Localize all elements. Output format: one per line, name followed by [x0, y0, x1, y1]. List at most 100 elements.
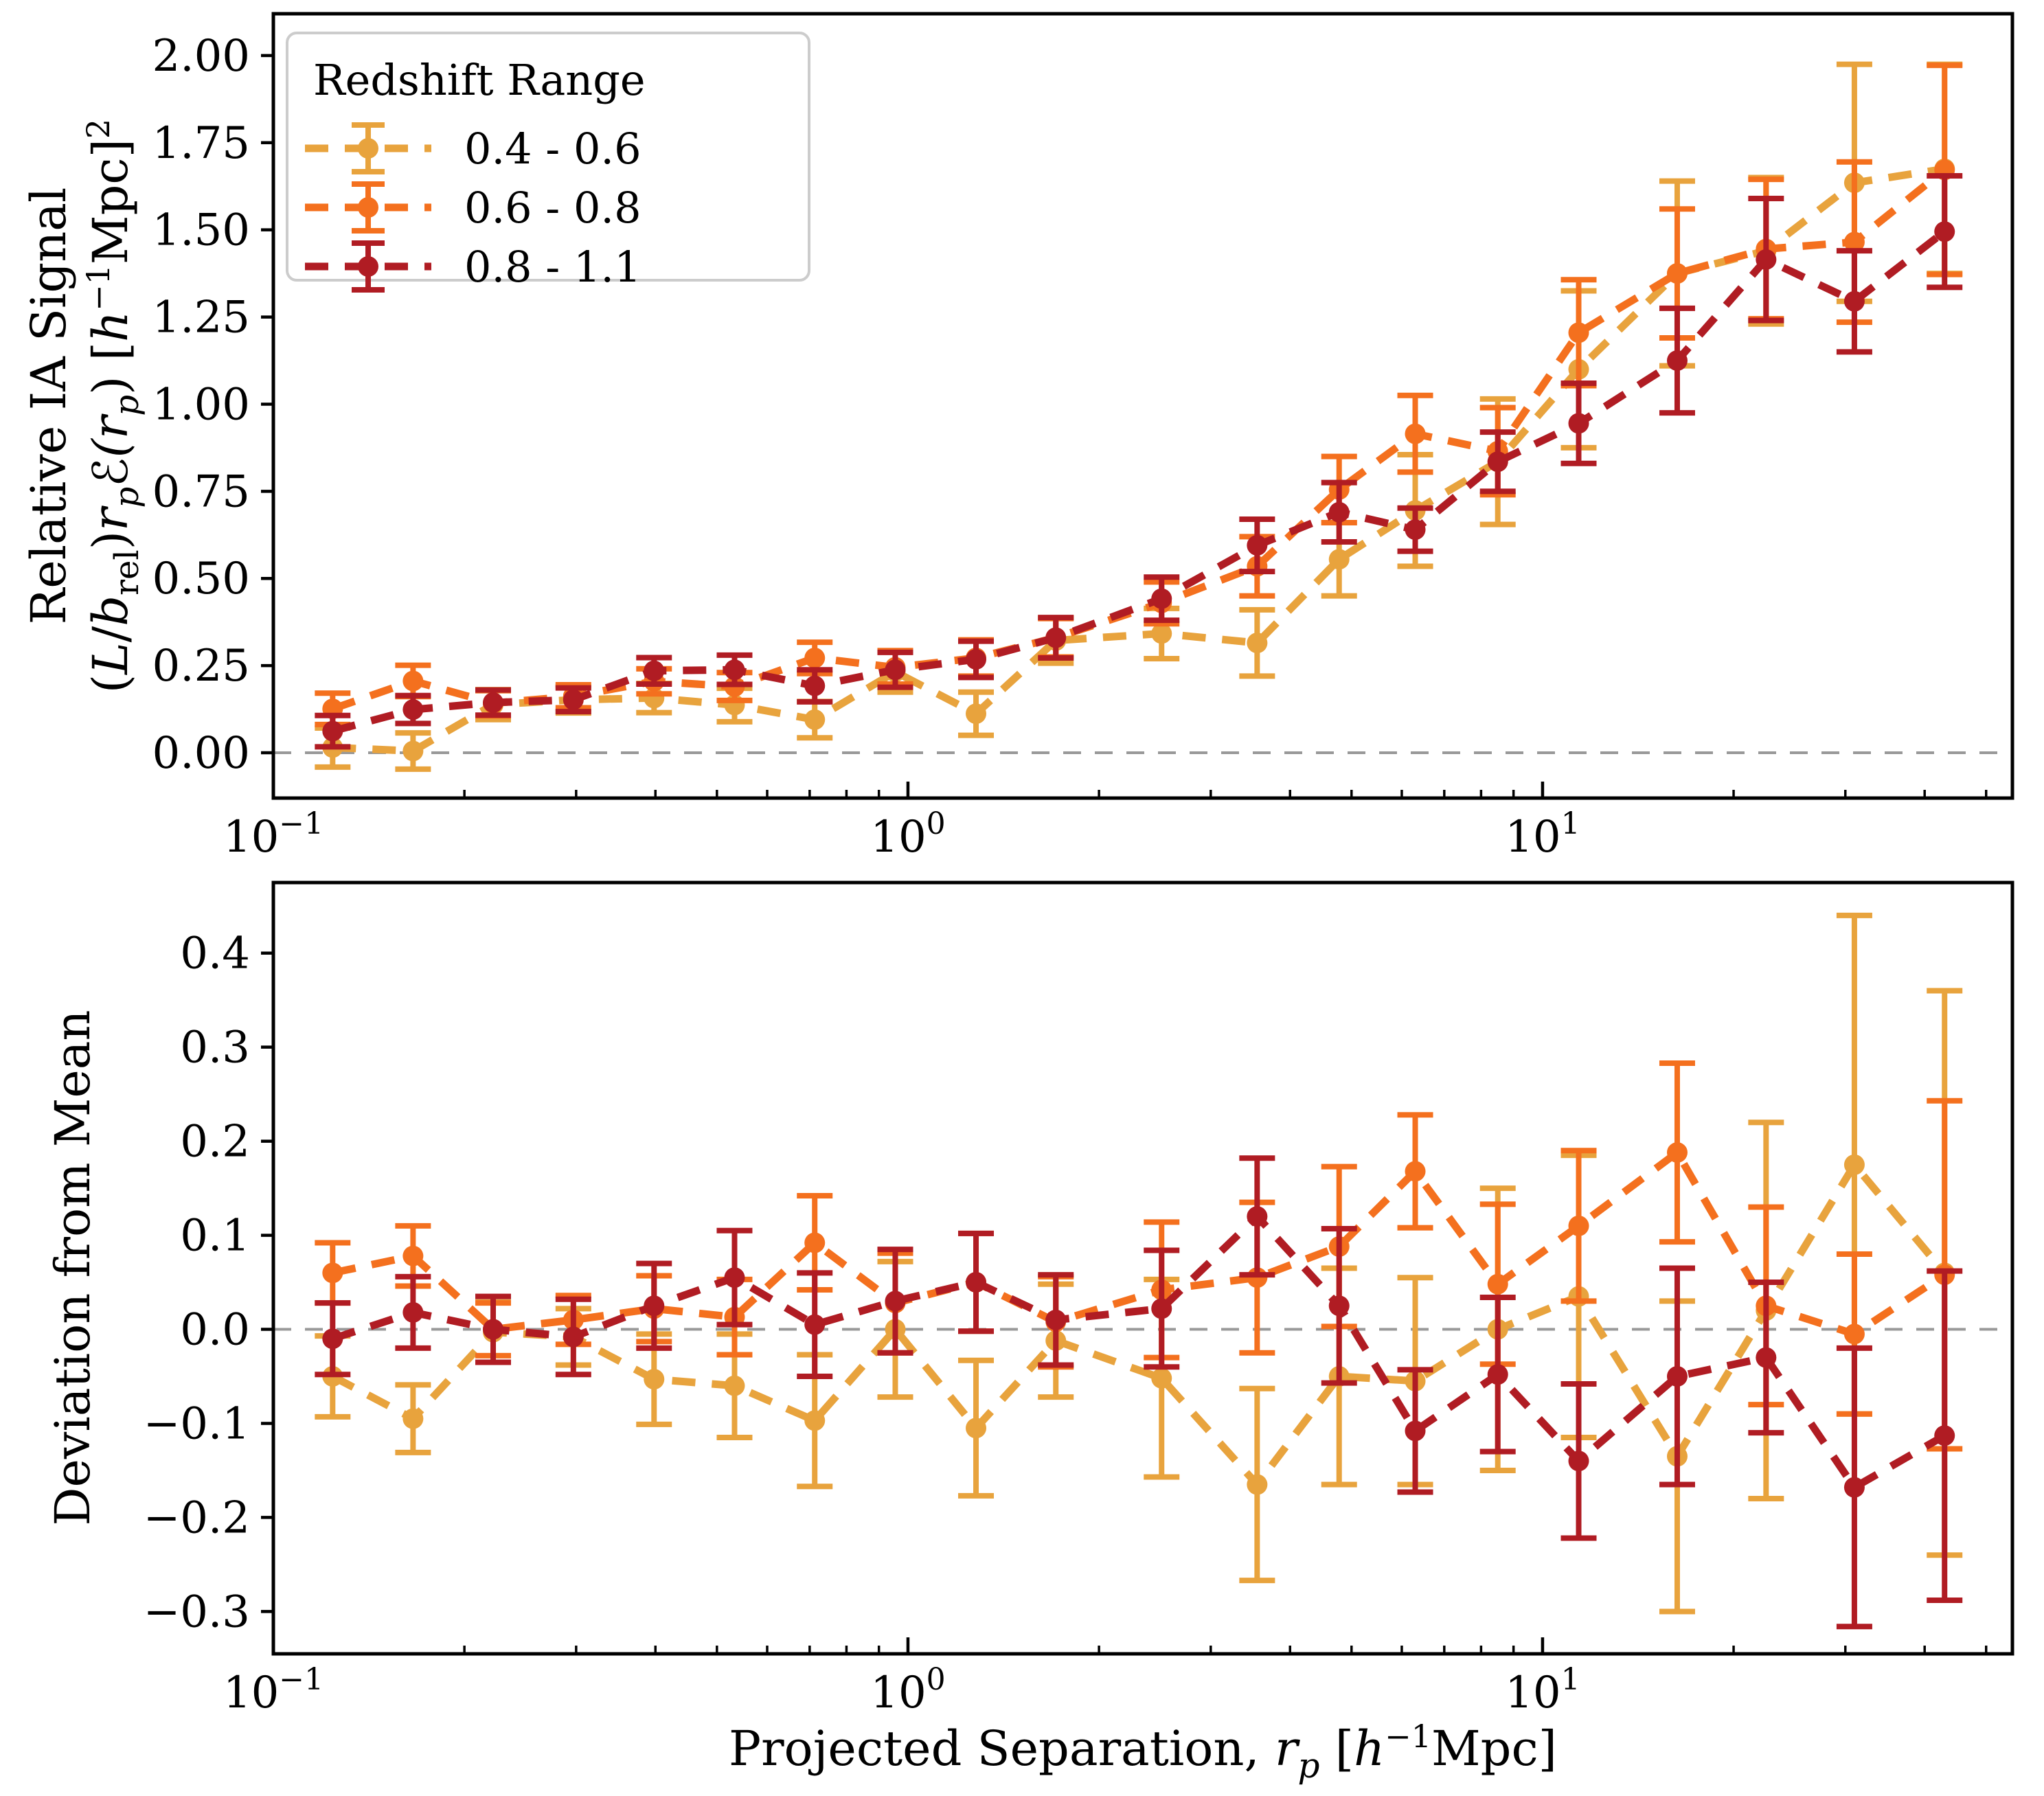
series-line: [332, 165, 1946, 755]
data-point: [804, 1232, 826, 1253]
data-point: [322, 1262, 343, 1284]
data-point: [1405, 423, 1426, 444]
y-tick-label: 0.2: [180, 1117, 250, 1168]
y-tick-label: 1.00: [152, 379, 251, 430]
data-point: [1487, 1364, 1508, 1385]
axis-titles: Relative IA Signal (L/brel)rpℰ(rp) [h−1M…: [21, 119, 1557, 1786]
y-tick-label: 0.50: [152, 554, 251, 604]
data-point: [1328, 1295, 1350, 1317]
top-data-series: [315, 61, 1963, 772]
x-tick-label: 10−1: [223, 806, 323, 863]
data-point: [724, 1267, 745, 1288]
top-ylabel-line2: (L/brel)rpℰ(rp) [h−1Mpc]2: [80, 119, 146, 693]
data-point: [885, 659, 906, 681]
legend-title: Redshift Range: [313, 55, 646, 105]
data-point: [483, 1319, 504, 1340]
legend-entry-3[interactable]: 0.8 - 1.1: [305, 240, 641, 293]
data-point: [1843, 1477, 1865, 1498]
data-point: [1151, 1367, 1172, 1389]
data-point: [966, 1272, 987, 1293]
data-point: [885, 1291, 906, 1312]
top-panel: 0.00 0.25 0.50 0.75 1.00 1.25 1.50 1.75 2.00 10−…: [152, 12, 2014, 863]
data-point: [322, 1328, 343, 1350]
legend-entry-label: 0.4 - 0.6: [464, 124, 641, 174]
x-tick-label: 100: [870, 1662, 945, 1718]
data-point: [563, 1326, 584, 1348]
series-line: [331, 228, 1947, 735]
data-point: [402, 1245, 424, 1266]
y-tick-label: 2.00: [152, 31, 251, 82]
bottom-x-ticks: 10−1 100 101: [223, 1637, 1988, 1718]
legend-entry-label: 0.6 - 0.8: [464, 183, 641, 233]
data-point: [1666, 350, 1688, 372]
data-point: [1934, 1425, 1955, 1446]
data-point: [1405, 1161, 1426, 1182]
top-axes-frame: [271, 12, 2014, 800]
y-tick-label: −0.1: [144, 1398, 250, 1449]
y-tick-label: 1.25: [152, 293, 251, 343]
legend-marker: [358, 197, 378, 218]
y-tick-label: 0.0: [180, 1305, 250, 1356]
data-point: [1045, 1309, 1067, 1330]
data-point: [1151, 1298, 1172, 1319]
data-point: [1045, 627, 1067, 648]
data-point: [1328, 501, 1350, 523]
data-point: [1568, 322, 1589, 343]
y-tick-label: 1.50: [152, 205, 251, 256]
data-point: [1756, 1347, 1777, 1368]
data-point: [804, 647, 826, 668]
y-tick-label: −0.3: [144, 1587, 250, 1637]
data-point: [1405, 519, 1426, 541]
data-point: [322, 720, 343, 742]
series-line: [331, 1211, 1946, 1492]
data-point: [1756, 249, 1777, 270]
y-tick-label: 0.1: [180, 1211, 250, 1262]
data-point: [1568, 1215, 1589, 1236]
top-x-ticks: 10−1 100 101: [223, 782, 1988, 863]
data-point: [1568, 413, 1589, 434]
data-point: [724, 659, 745, 681]
legend-box[interactable]: [286, 32, 810, 282]
data-point: [1405, 1420, 1426, 1442]
top-ylabel-line1: Relative IA Signal: [21, 187, 77, 625]
data-point: [402, 699, 424, 720]
x-tick-label: 101: [1505, 1662, 1580, 1718]
legend-marker: [358, 256, 378, 277]
y-tick-label: 0.00: [152, 728, 251, 779]
y-tick-label: 0.25: [152, 641, 251, 692]
data-point: [402, 740, 424, 762]
data-point: [966, 648, 987, 670]
data-point: [1934, 221, 1955, 242]
x-tick-label: 10−1: [223, 1662, 323, 1718]
data-point: [1843, 291, 1865, 312]
legend-entry-1[interactable]: 0.4 - 0.6: [305, 122, 641, 174]
series-3: [315, 173, 1963, 750]
legend[interactable]: Redshift Range 0.4 - 0.6 0.6 - 0.8 0.8 - 1.…: [286, 32, 810, 293]
data-point: [724, 1375, 745, 1396]
y-tick-label: −0.2: [144, 1492, 250, 1543]
data-point: [1568, 1451, 1589, 1472]
data-point: [1328, 549, 1350, 570]
series-1: [315, 912, 1963, 1615]
y-tick-label: 0.75: [152, 466, 251, 517]
data-point: [1487, 1273, 1508, 1295]
legend-entry-2[interactable]: 0.6 - 0.8: [305, 181, 641, 234]
top-y-ticks: 0.00 0.25 0.50 0.75 1.00 1.25 1.50 1.75 2.00: [152, 31, 273, 779]
bottom-y-ticks: −0.3 −0.2 −0.1 0.0 0.1 0.2 0.3 0.4: [144, 929, 273, 1637]
data-point: [1843, 1154, 1865, 1175]
data-point: [966, 703, 987, 725]
data-point: [563, 689, 584, 710]
data-point: [402, 670, 424, 692]
bottom-panel: −0.3 −0.2 −0.1 0.0 0.1 0.2 0.3 0.4 10−1 100 101: [144, 880, 2014, 1718]
data-point: [402, 1408, 424, 1429]
data-point: [1247, 1474, 1268, 1495]
data-point: [804, 1314, 826, 1335]
x-tick-label: 101: [1505, 806, 1580, 863]
series-line: [330, 1158, 1948, 1491]
data-point: [1247, 1206, 1268, 1227]
series-3: [315, 1155, 1963, 1630]
data-point: [1666, 1142, 1688, 1163]
data-point: [804, 675, 826, 696]
